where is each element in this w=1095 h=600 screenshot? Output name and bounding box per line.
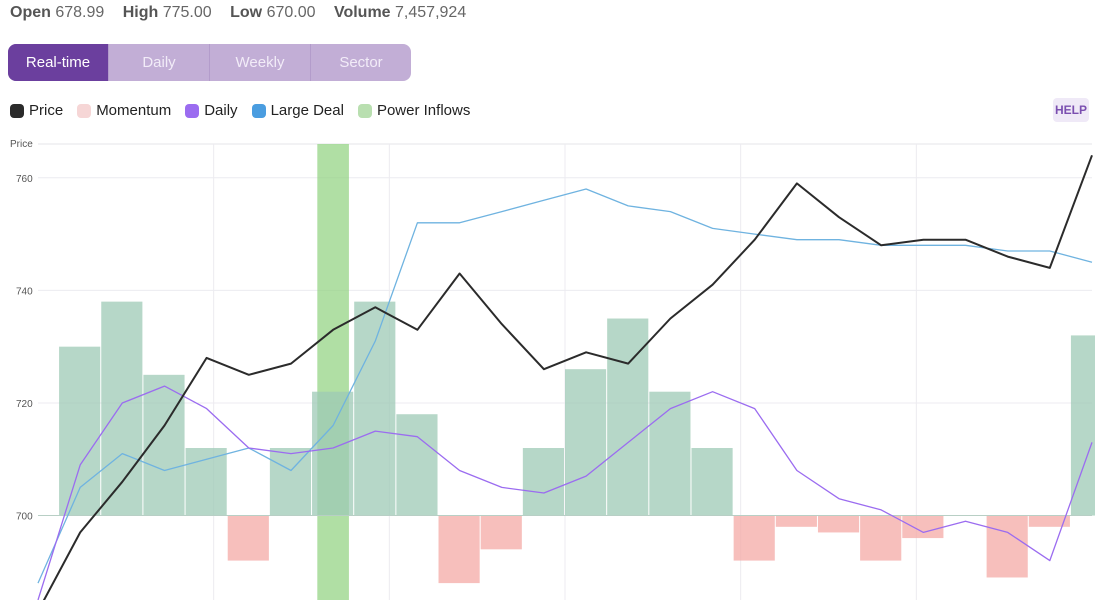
legend-swatch-large-deal (251, 103, 266, 118)
momentum-bar (438, 515, 480, 584)
momentum-bar (986, 515, 1028, 578)
legend-item-daily[interactable]: Daily (185, 102, 238, 119)
momentum-bar (1070, 335, 1095, 516)
y-tick-label: 740 (16, 286, 33, 297)
y-tick-label: 760 (16, 174, 33, 185)
momentum-bars (38, 301, 1095, 584)
momentum-bar (860, 515, 902, 561)
volume-value: 7,457,924 (395, 4, 467, 21)
momentum-bar (396, 414, 438, 516)
momentum-bar (775, 515, 817, 527)
open-label: Open (10, 4, 51, 21)
y-axis-ticks: 700 720 740 760 (16, 174, 33, 523)
momentum-bar (691, 448, 733, 516)
high-label: High (122, 4, 159, 21)
momentum-bar (227, 515, 269, 561)
price-line (42, 154, 1093, 600)
legend-item-momentum[interactable]: Momentum (77, 102, 171, 119)
volume-label: Volume (333, 4, 391, 21)
momentum-bar (312, 391, 354, 516)
help-button[interactable]: HELP (1053, 98, 1089, 122)
large-deal-line (37, 188, 1093, 584)
legend-item-power-inflows[interactable]: Power Inflows (357, 102, 471, 119)
low-label: Low (230, 4, 263, 21)
momentum-bar (817, 515, 860, 533)
legend-label-price: Price (29, 102, 64, 119)
momentum-bar (269, 448, 312, 516)
momentum-bar (522, 448, 564, 516)
price-flow-chart: 700 720 740 760 Price (10, 139, 1095, 600)
tab-real-time[interactable]: Real-time (8, 44, 108, 81)
y-axis-label: Price (10, 139, 33, 150)
y-tick-label: 700 (16, 512, 33, 523)
chart-legend: Price Momentum Daily Large Deal Power In… (10, 102, 484, 119)
momentum-bar (649, 391, 691, 516)
legend-swatch-power-inflows (357, 103, 372, 118)
low-value: 670.00 (266, 4, 316, 21)
series-lines (37, 154, 1093, 600)
tab-weekly[interactable]: Weekly (209, 44, 310, 81)
legend-label-large-deal: Large Deal (270, 102, 344, 119)
tab-sector[interactable]: Sector (310, 44, 411, 81)
momentum-bar (185, 448, 227, 516)
legend-label-daily: Daily (204, 102, 238, 119)
high-value: 775.00 (162, 4, 212, 21)
momentum-bar (1028, 515, 1070, 527)
momentum-bar (354, 301, 396, 516)
open-value: 678.99 (55, 4, 105, 21)
legend-swatch-daily (185, 103, 200, 118)
tab-daily[interactable]: Daily (108, 44, 209, 81)
momentum-bar (733, 515, 775, 561)
legend-label-power-inflows: Power Inflows (376, 102, 471, 119)
legend-item-price[interactable]: Price (10, 102, 63, 119)
legend-swatch-price (10, 103, 24, 118)
momentum-bar (480, 515, 522, 550)
legend-swatch-momentum (77, 103, 92, 118)
power-inflow-band (317, 144, 349, 600)
daily-line (37, 385, 1093, 600)
legend-item-large-deal[interactable]: Large Deal (251, 102, 344, 119)
momentum-bar (902, 515, 944, 539)
power-inflow-highlight (317, 144, 349, 600)
timeframe-tabs: Real-time Daily Weekly Sector (8, 44, 411, 81)
price-stats: Open 678.99 High 775.00 Low 670.00 Volum… (10, 4, 480, 22)
legend-label-momentum: Momentum (96, 102, 172, 119)
momentum-bar (607, 318, 649, 516)
y-tick-label: 720 (16, 399, 33, 410)
momentum-bar (565, 369, 607, 516)
momentum-bar (101, 301, 143, 516)
